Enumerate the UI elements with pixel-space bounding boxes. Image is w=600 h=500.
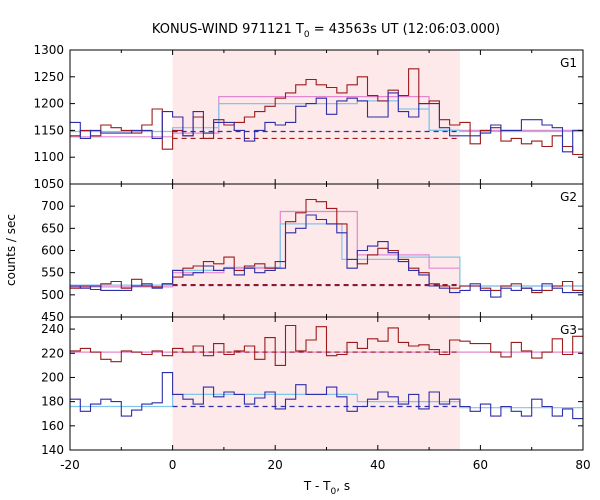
x-tick-label: -20 [60, 458, 80, 472]
lightcurve-red-histogram [70, 198, 583, 294]
x-tick-label: 0 [169, 458, 177, 472]
y-tick-label: 1250 [33, 70, 64, 84]
x-tick-label: 20 [268, 458, 283, 472]
panel-data [70, 198, 583, 298]
y-axis-label: counts / sec [4, 214, 18, 286]
y-tick-label: 650 [41, 221, 64, 235]
x-tick-label: 80 [575, 458, 590, 472]
lightcurve-blue-histogram [70, 372, 583, 420]
y-tick-label: 240 [41, 322, 64, 336]
y-tick-label: 1300 [33, 43, 64, 57]
panel-label-g3: G3 [560, 323, 577, 337]
y-tick-label: 140 [41, 443, 64, 457]
y-tick-label: 160 [41, 419, 64, 433]
x-tick-label: 40 [370, 458, 385, 472]
panel-data [70, 68, 583, 156]
y-tick-label: 700 [41, 199, 64, 213]
lightcurve-blue-histogram [70, 92, 583, 153]
y-tick-label: 200 [41, 370, 64, 384]
panel-g2: 450 500 550 600 650 700 G2 [41, 183, 584, 324]
y-tick-label: 500 [41, 288, 64, 302]
y-tick-label: 1150 [33, 123, 64, 137]
model-pink-line [70, 210, 583, 288]
y-tick-label: 450 [41, 310, 64, 324]
analysis-interval-shade [172, 184, 460, 317]
y-tick-label: 1050 [33, 177, 64, 191]
panel-label-g1: G1 [560, 56, 577, 70]
x-axis-label: T - T0, s [303, 479, 350, 497]
y-tick-label: 550 [41, 266, 64, 280]
y-tick-label: 220 [41, 346, 64, 360]
panel-g3: 140 160 180 200 220 240 G3 [41, 316, 584, 457]
lightcurve-red-histogram [70, 68, 583, 156]
panel-g1: 1050 1100 1150 1200 1250 1300 G1 [33, 43, 584, 191]
y-tick-label: 600 [41, 244, 64, 258]
panel-label-g2: G2 [560, 190, 577, 204]
panel-data [70, 324, 583, 420]
lightcurve-blue-histogram [70, 214, 583, 298]
y-tick-label: 1200 [33, 97, 64, 111]
lightcurve-red-histogram [70, 324, 583, 366]
chart-title: KONUS-WIND 971121 T0 = 43563s UT (12:06:… [152, 22, 500, 40]
x-tick-label: 60 [473, 458, 488, 472]
y-tick-label: 1100 [33, 150, 64, 164]
y-tick-label: 180 [41, 395, 64, 409]
